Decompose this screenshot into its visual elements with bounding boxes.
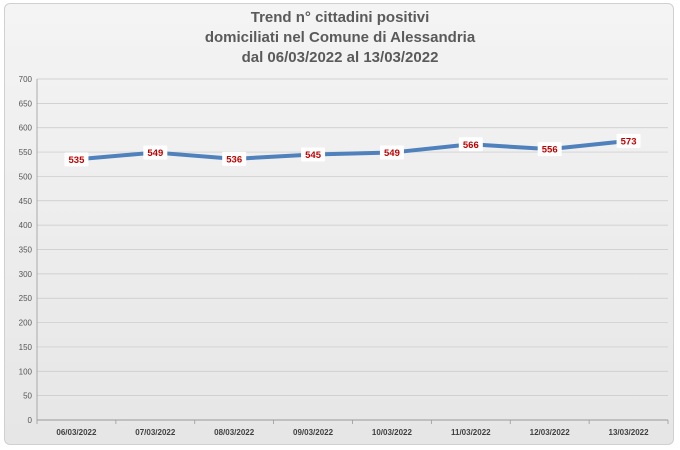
y-tick-label: 0 — [28, 416, 33, 425]
chart-title-line-3: dal 06/03/2022 al 13/03/2022 — [241, 49, 439, 66]
data-label-box — [537, 142, 562, 157]
y-axis-ticks: 0 50 100 150 200 250 300 350 400 450 500 550 600 650 7… — [19, 75, 33, 425]
y-tick-label: 600 — [19, 124, 33, 133]
data-label-value: 556 — [542, 145, 558, 156]
data-label-box — [458, 137, 483, 152]
x-tick-label: 09/03/2022 — [293, 428, 334, 437]
data-label-box — [379, 145, 404, 160]
data-label: 573 — [616, 133, 641, 148]
y-tick-label: 450 — [19, 197, 33, 206]
y-tick-label: 50 — [23, 392, 32, 401]
y-tick-label: 250 — [19, 294, 33, 303]
data-label: 535 — [64, 152, 89, 167]
data-label: 536 — [222, 151, 247, 166]
data-label-value: 536 — [226, 154, 242, 165]
x-tick-label: 08/03/2022 — [214, 428, 255, 437]
data-label-box — [616, 133, 641, 148]
x-tick-label: 10/03/2022 — [372, 428, 413, 437]
data-label: 556 — [537, 142, 562, 157]
data-label: 549 — [143, 145, 168, 160]
data-label-value: 573 — [621, 136, 637, 147]
chart-title-line-1: Trend n° cittadini positivi — [250, 9, 430, 26]
x-tick-label: 06/03/2022 — [56, 428, 97, 437]
y-tick-label: 200 — [19, 319, 33, 328]
x-axis: 06/03/2022 07/03/2022 08/03/2022 09/03/2022… — [36, 79, 669, 437]
y-tick-label: 350 — [19, 246, 33, 255]
gridlines — [37, 78, 668, 421]
data-label-box — [143, 145, 168, 160]
data-label-value: 549 — [384, 148, 400, 159]
chart-title: Trend n° cittadini positivi domiciliati … — [0, 8, 680, 68]
data-label-box — [64, 152, 89, 167]
y-tick-label: 650 — [19, 99, 33, 108]
x-tick-label: 13/03/2022 — [609, 428, 650, 437]
y-tick-label: 150 — [19, 343, 33, 352]
data-label-value: 545 — [305, 150, 322, 161]
x-tick-label: 07/03/2022 — [135, 428, 176, 437]
data-label: 549 — [379, 145, 404, 160]
data-label-box — [301, 147, 326, 162]
data-label-value: 549 — [147, 148, 163, 159]
data-label-value: 535 — [69, 155, 86, 166]
data-label: 566 — [458, 137, 483, 152]
series-line-path — [74, 138, 631, 162]
x-tick-label: 12/03/2022 — [530, 428, 571, 437]
y-tick-label: 400 — [19, 221, 33, 230]
data-label-box — [222, 151, 247, 166]
data-labels: 535 549 536 545 549 566 556 573 — [64, 133, 641, 167]
chart-title-line-2: domiciliati nel Comune di Alessandria — [204, 29, 476, 46]
y-tick-label: 550 — [19, 148, 33, 157]
y-tick-label: 500 — [19, 172, 33, 181]
y-tick-label: 700 — [19, 75, 33, 84]
data-label: 545 — [301, 147, 326, 162]
data-label-value: 566 — [463, 140, 479, 151]
series-line — [74, 138, 631, 162]
y-tick-label: 100 — [19, 367, 33, 376]
y-tick-label: 300 — [19, 270, 33, 279]
x-tick-label: 11/03/2022 — [451, 428, 491, 437]
